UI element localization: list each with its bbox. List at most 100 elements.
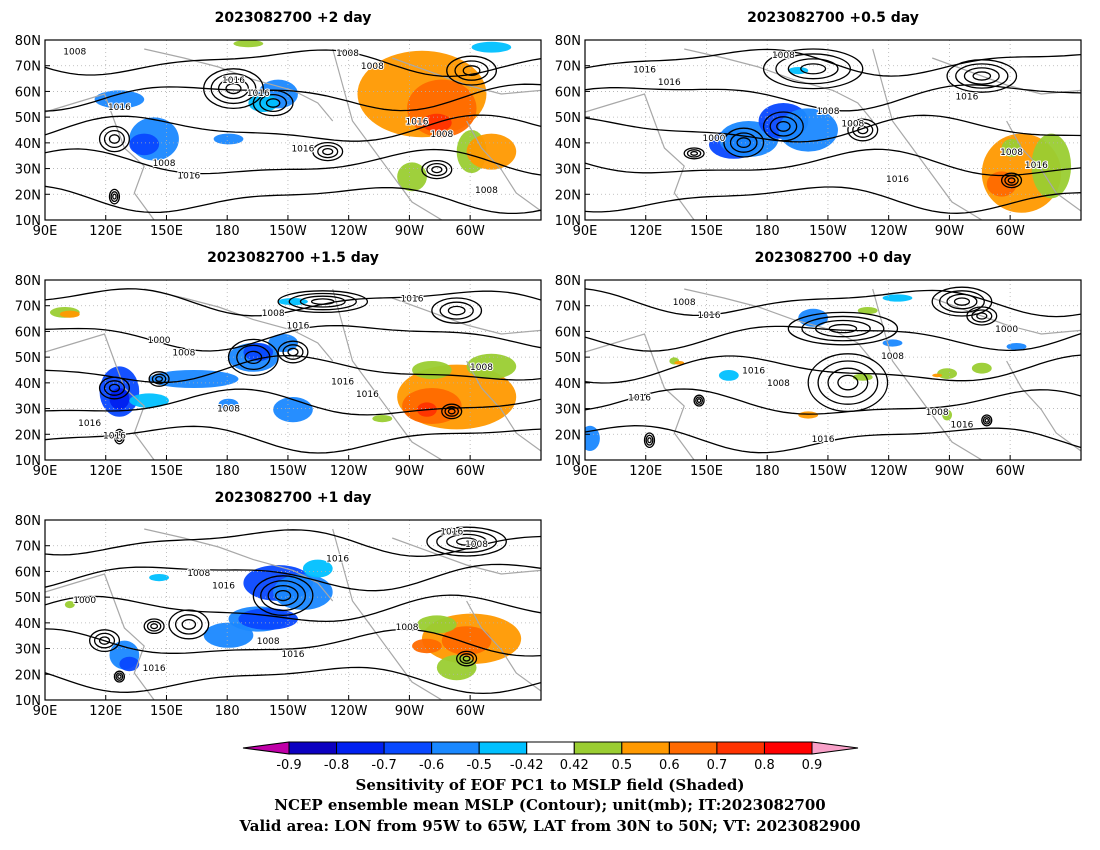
lat-label: 70N	[555, 60, 581, 75]
pressure-center-contour	[938, 290, 985, 314]
lat-label: 60N	[555, 85, 581, 100]
lon-label: 120E	[89, 464, 122, 479]
lon-label: 150W	[269, 704, 307, 719]
map-panel-p1: 2023082700 +1 day10161008101610081016101…	[15, 490, 542, 719]
pressure-center-contour	[946, 293, 978, 310]
pressure-center-contour	[236, 344, 271, 371]
map-frame	[584, 279, 1082, 461]
contour-label: 1016	[406, 118, 429, 128]
lon-label: 150E	[690, 464, 723, 479]
pressure-center-contour	[643, 432, 656, 449]
panel-title: 2023082700 +1 day	[215, 490, 372, 506]
pressure-center-contour	[115, 672, 124, 681]
sensitivity-shading	[129, 133, 160, 156]
pressure-center-contour	[168, 609, 210, 640]
colorbar-tick-label: -0.7	[371, 758, 396, 773]
lon-label: 90W	[395, 224, 425, 239]
colorbar-tick-label: -0.8	[324, 758, 349, 773]
contour-label: 1008	[336, 49, 359, 59]
pressure-center-contour	[436, 530, 498, 554]
pressure-center-contour	[244, 350, 263, 365]
lon-label: 150W	[269, 224, 307, 239]
pressure-center-contour	[98, 376, 130, 400]
lon-label: 150E	[150, 464, 183, 479]
map-frame	[44, 39, 542, 221]
contour-label: 1000	[703, 134, 726, 144]
contour-label: 1016	[143, 664, 166, 674]
pressure-center-contour	[441, 403, 463, 420]
sensitivity-shading	[372, 415, 393, 423]
contour-label: 1016	[282, 650, 305, 660]
coastline	[332, 288, 443, 460]
contour-label: 1008	[772, 51, 795, 61]
sensitivity-shading	[718, 370, 739, 381]
contour-label: 1016	[886, 175, 909, 185]
pressure-center-contour	[807, 353, 889, 413]
pressure-center-contour	[459, 653, 474, 665]
contour-label: 1016	[955, 92, 978, 102]
colorbar-tick-label: -0.42	[510, 758, 544, 773]
lat-label: 80N	[15, 514, 41, 529]
pressure-center-contour	[976, 312, 988, 320]
pressure-center-contour	[267, 585, 299, 607]
lon-label: 120W	[330, 704, 368, 719]
pressure-center-contour	[817, 360, 879, 405]
lon-label: 120E	[629, 224, 662, 239]
coastline	[1006, 360, 1081, 452]
contour-label: 1008	[63, 47, 86, 57]
pressure-center-contour	[113, 428, 126, 445]
sensitivity-shading	[397, 162, 427, 192]
pressure-center-contour	[827, 367, 869, 398]
sensitivity-shading	[857, 307, 878, 315]
pressure-center-contour	[984, 417, 990, 423]
colorbar-box	[383, 741, 433, 755]
pressure-center-contour	[108, 383, 121, 393]
pressure-center-contour	[146, 620, 162, 632]
contour-label: 1016	[177, 172, 200, 182]
sensitivity-shading	[233, 40, 264, 48]
contour-label: 1000	[148, 336, 171, 346]
contour-label: 1008	[841, 119, 864, 129]
map-frame	[44, 279, 542, 461]
pressure-center-contour	[695, 396, 704, 405]
lat-label: 10N	[15, 694, 41, 709]
lat-label: 50N	[555, 351, 581, 366]
colorbar-tick-label: 0.8	[754, 758, 775, 773]
contour-label: 1016	[103, 431, 126, 441]
sensitivity-shading	[882, 294, 913, 302]
pressure-center-contour	[645, 434, 654, 446]
lon-label: 60W	[455, 464, 485, 479]
coastline	[144, 48, 334, 122]
pressure-center-contour	[151, 373, 167, 385]
map-panel-p05: 2023082700 +0.5 day101610081016100810161…	[555, 10, 1082, 239]
contour-label: 1016	[812, 435, 835, 445]
contour-label: 1016	[212, 581, 235, 591]
sensitivity-shading	[1031, 133, 1072, 199]
pressure-center-contour	[686, 149, 702, 158]
pressure-center-contour	[265, 98, 281, 108]
pressure-center-contour	[946, 59, 1018, 93]
lon-label: 60W	[455, 224, 485, 239]
pressure-center-contour	[775, 53, 852, 85]
sensitivity-shading	[412, 638, 442, 654]
pressure-center-contour	[814, 319, 871, 338]
coastline	[466, 120, 541, 212]
caption-line-3: Valid area: LON from 95W to 65W, LAT fro…	[238, 817, 860, 835]
lat-label: 30N	[15, 403, 41, 418]
pressure-center-contour	[98, 636, 111, 645]
lon-label: 120W	[330, 224, 368, 239]
contour-label: 1008	[673, 298, 696, 308]
lat-label: 50N	[15, 351, 41, 366]
pressure-center-contour	[693, 394, 705, 407]
lat-label: 30N	[15, 163, 41, 178]
pressure-center-contour	[282, 344, 304, 360]
pressure-center-contour	[98, 125, 130, 153]
isobar-contour	[45, 563, 541, 592]
pressure-center-contour	[317, 144, 339, 159]
lat-label: 80N	[15, 34, 41, 49]
lat-label: 20N	[15, 668, 41, 683]
pressure-center-contour	[446, 533, 488, 550]
pressure-center-contour	[762, 48, 864, 90]
pressure-center-contour	[857, 125, 869, 135]
